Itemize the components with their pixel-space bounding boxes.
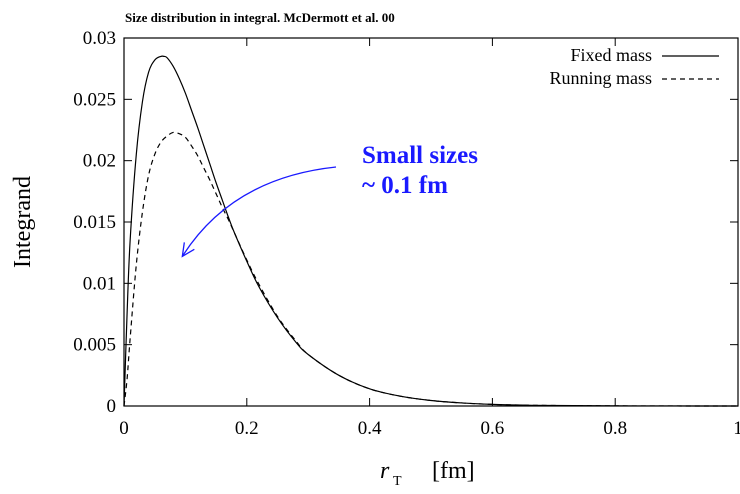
annotation-arrowhead: [181, 242, 195, 258]
series-layer: [123, 55, 739, 407]
x-axis-label: r T [fm]: [380, 458, 475, 489]
x-tick-label: 1: [733, 418, 740, 439]
y-tick-label: 0.03: [83, 28, 116, 49]
y-tick-label: 0.02: [83, 151, 116, 172]
x-axis-label-var: r: [380, 458, 390, 484]
y-axis-label: Integrand: [10, 176, 36, 268]
annotation-arrow: [181, 166, 337, 257]
legend-label-fixed-mass: Fixed mass: [570, 45, 652, 65]
y-tick-label: 0.01: [83, 273, 116, 294]
chart-title: Size distribution in integral. McDermott…: [125, 10, 395, 25]
annotation: Small sizes ~ 0.1 fm: [181, 142, 478, 258]
x-tick-label: 0.8: [603, 418, 627, 439]
x-axis: 0 0.2 0.4 0.6 0.8 1: [119, 38, 740, 439]
legend-label-running-mass: Running mass: [549, 68, 652, 88]
y-axis: 0 0.005 0.01 0.015 0.02 0.025 0.03: [73, 28, 738, 417]
x-tick-label: 0.4: [358, 418, 382, 439]
annotation-line-2: ~ 0.1 fm: [362, 172, 448, 199]
y-tick-label: 0.025: [73, 89, 116, 110]
legend: Fixed mass Running mass: [549, 45, 719, 88]
x-axis-label-sub: T: [393, 474, 402, 489]
y-tick-label: 0.015: [73, 212, 116, 233]
x-tick-label: 0: [119, 418, 129, 439]
series-line-running-mass: [123, 131, 739, 407]
plot-frame: [123, 37, 739, 407]
y-tick-label: 0.005: [73, 335, 116, 356]
y-tick-label: 0: [107, 396, 117, 417]
x-axis-label-unit: [fm]: [432, 458, 475, 484]
annotation-line-1: Small sizes: [362, 142, 478, 169]
x-tick-label: 0.2: [235, 418, 259, 439]
series-line-fixed-mass: [123, 55, 739, 407]
x-tick-label: 0.6: [481, 418, 505, 439]
